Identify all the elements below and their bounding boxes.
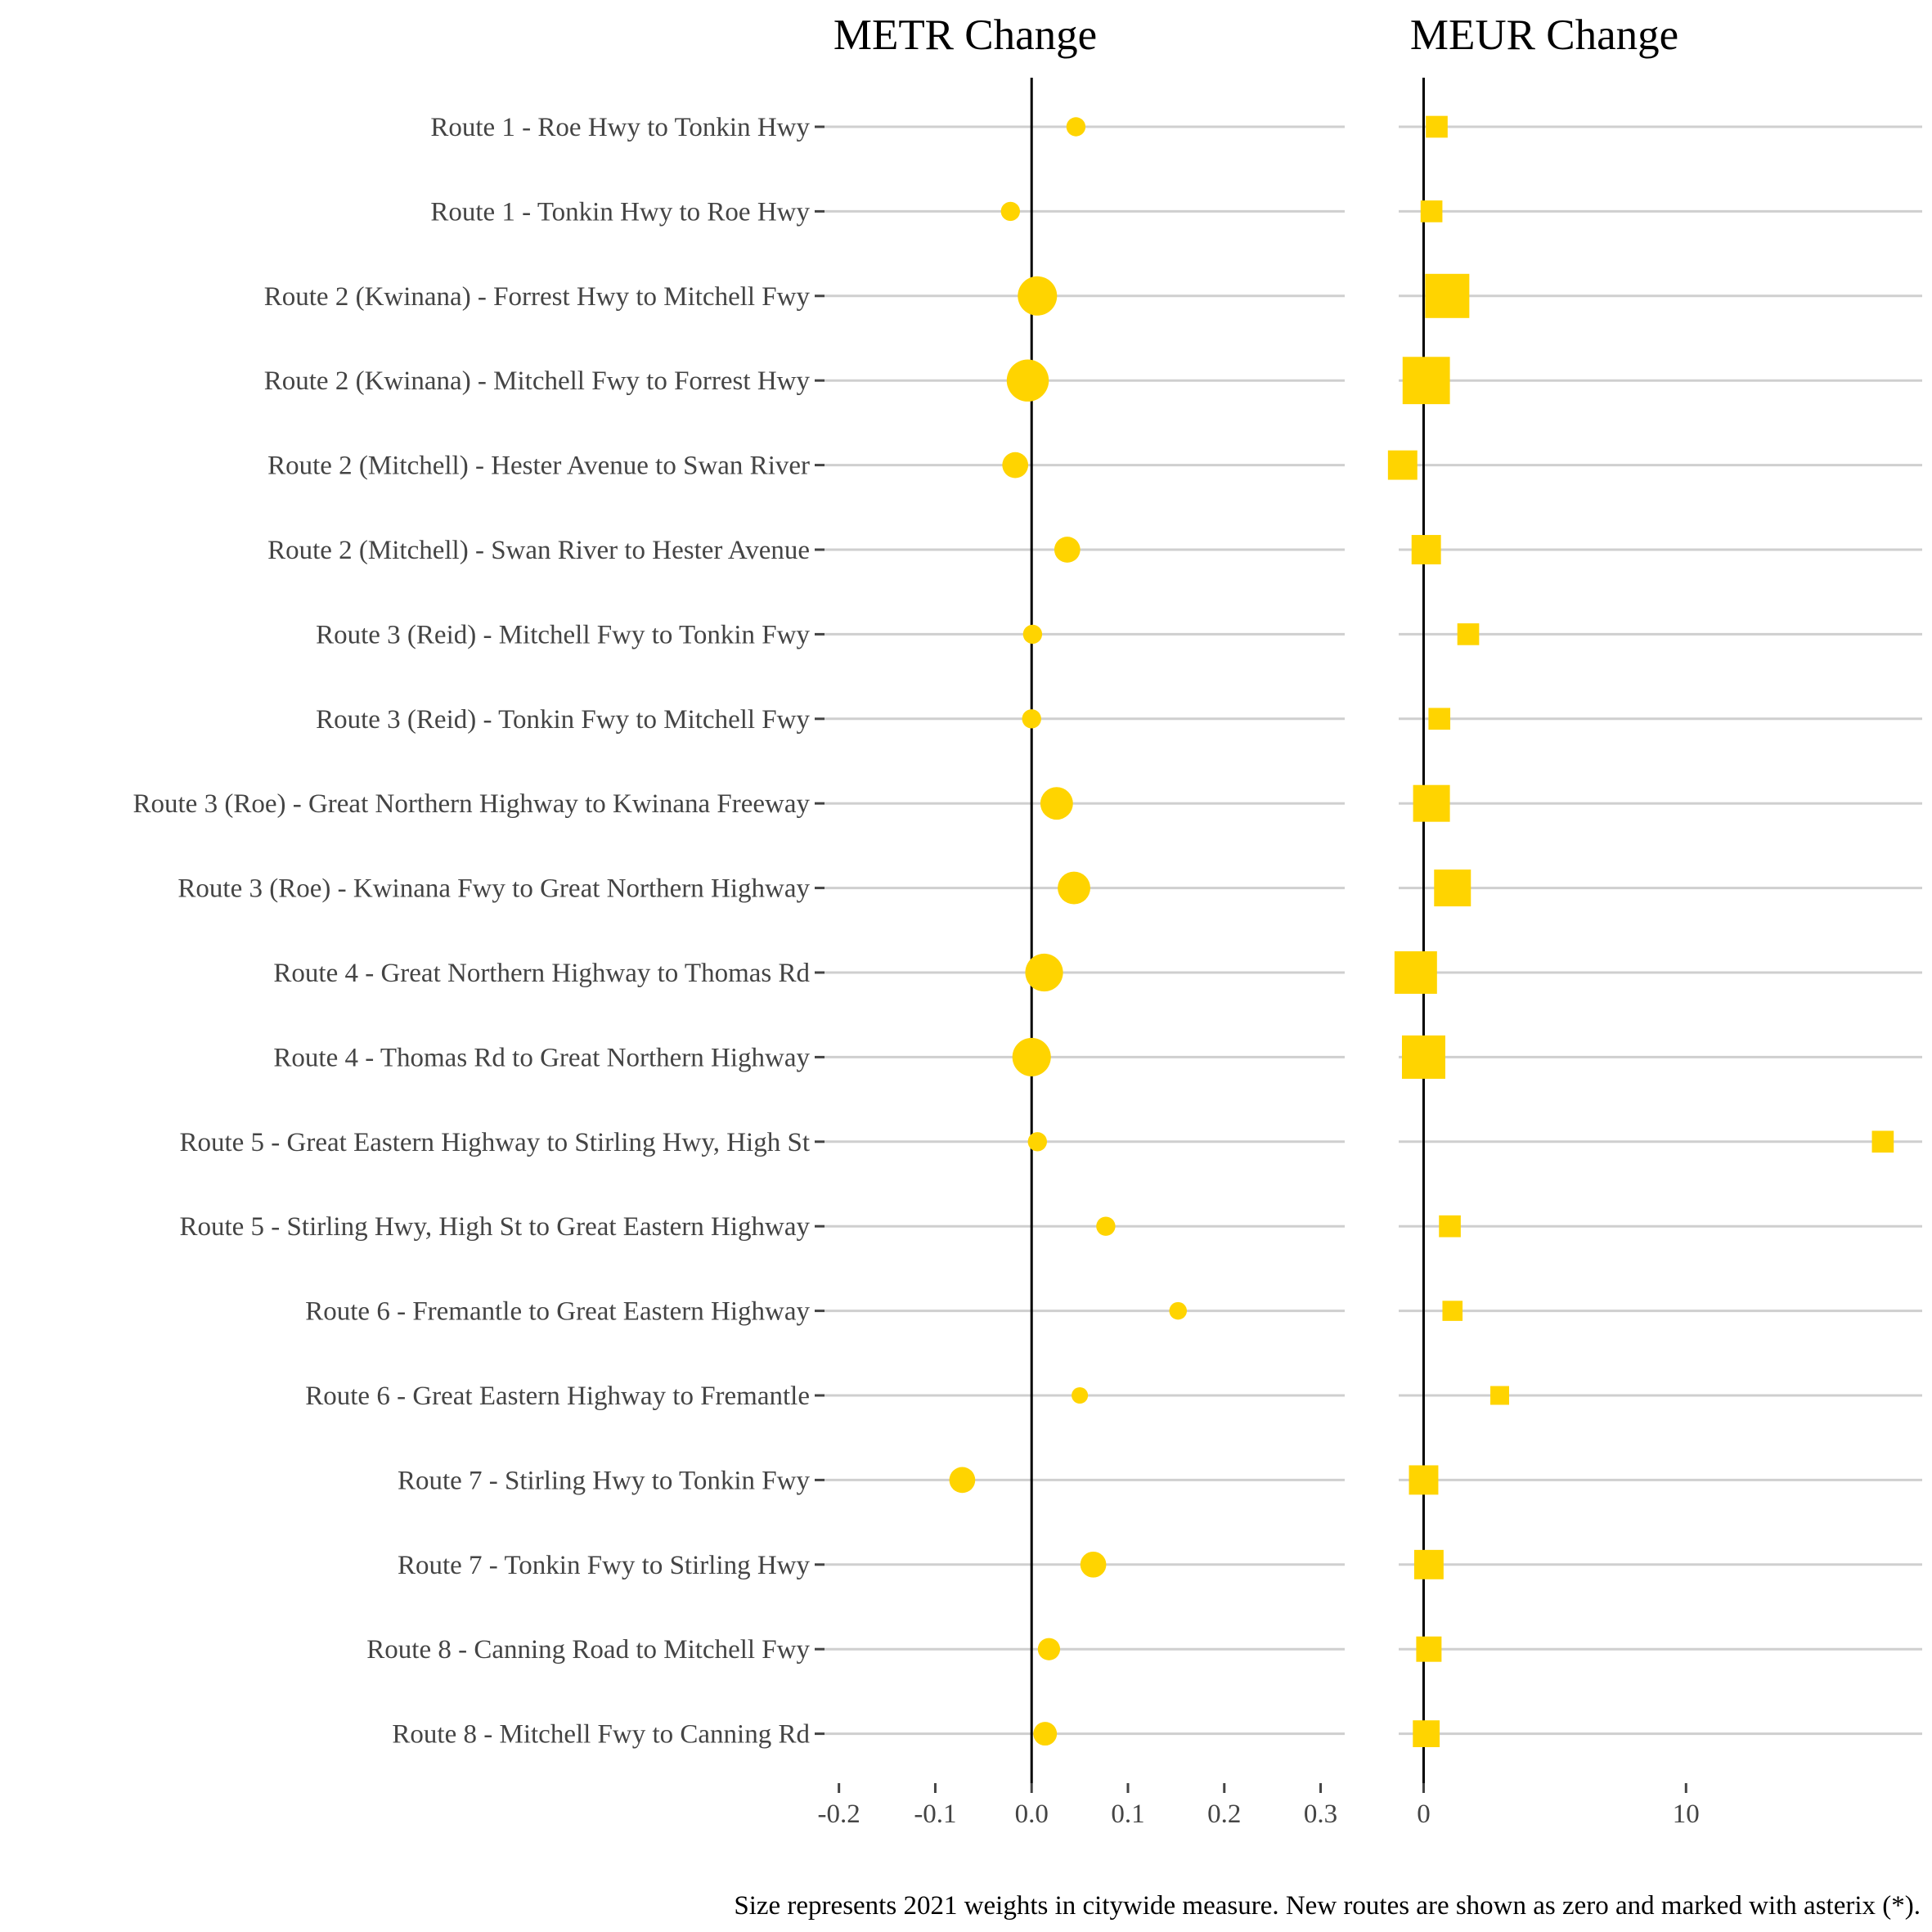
meur-x-tick-label: 0: [1417, 1799, 1431, 1829]
metr-point-route-3-reid-mitchell-fwy-to-tonkin-fwy: [1022, 624, 1043, 645]
meur-point-route-1-tonkin-hwy-to-roe-hwy: [1420, 200, 1443, 222]
meur-point-route-2-mitchell-swan-river-to-hester-avenue: [1411, 535, 1441, 564]
route-tick-marks: [815, 125, 824, 1736]
route-label: Route 7 - Tonkin Fwy to Stirling Hwy: [398, 1551, 811, 1580]
meur-point-route-3-roe-great-northern-highway-to-kwinana-freeway: [1413, 784, 1450, 822]
route-label: Route 4 - Great Northern Highway to Thom…: [273, 959, 810, 988]
metr-point-route-7-tonkin-fwy-to-stirling-hwy: [1080, 1551, 1107, 1578]
metr-point-route-3-reid-tonkin-fwy-to-mitchell-fwy: [1022, 709, 1041, 729]
metr-x-tick-label: -0.2: [818, 1799, 860, 1829]
route-label: Route 1 - Roe Hwy to Tonkin Hwy: [430, 113, 810, 142]
route-label: Route 3 (Reid) - Tonkin Fwy to Mitchell …: [316, 705, 810, 735]
metr-x-axis: -0.2 -0.1 0.0 0.1 0.2 0.3: [818, 1783, 1337, 1829]
metr-point-route-4-thomas-rd-to-great-northern-highway: [1012, 1037, 1051, 1076]
meur-x-tick-label: 10: [1673, 1799, 1700, 1829]
route-labels: Route 1 - Roe Hwy to Tonkin Hwy Route 1 -…: [133, 113, 811, 1750]
route-label: Route 1 - Tonkin Hwy to Roe Hwy: [430, 197, 810, 227]
metr-point-route-2-mitchell-hester-avenue-to-swan-river: [1002, 452, 1029, 479]
meur-point-route-8-canning-road-to-mitchell-fwy: [1416, 1636, 1442, 1662]
meur-point-route-2-kwinana-mitchell-fwy-to-forrest-hwy: [1402, 357, 1450, 405]
route-label: Route 3 (Reid) - Mitchell Fwy to Tonkin …: [316, 620, 810, 649]
meur-point-route-3-roe-kwinana-fwy-to-great-northern-highway: [1434, 869, 1471, 907]
route-label: Route 4 - Thomas Rd to Great Northern Hi…: [273, 1043, 810, 1072]
metr-point-route-5-stirling-hwy-high-st-to-great-eastern-highway: [1096, 1216, 1116, 1236]
metr-x-tick-label: 0.3: [1304, 1799, 1337, 1829]
metr-point-route-5-great-eastern-highway-to-stirling-hwy-high-st: [1027, 1132, 1047, 1152]
metr-panel: METR Change Route 1 - Roe Hwy to Tonkin …: [133, 11, 1345, 1829]
meur-gridlines: [1399, 125, 1922, 1736]
metr-point-route-3-roe-kwinana-fwy-to-great-northern-highway: [1058, 871, 1090, 905]
meur-point-route-7-stirling-hwy-to-tonkin-fwy: [1409, 1465, 1439, 1495]
meur-panel: MEUR Change 0 10: [1387, 11, 1922, 1829]
meur-x-axis: 0 10: [1417, 1783, 1700, 1829]
metr-gridlines: [824, 125, 1345, 1736]
metr-point-route-6-great-eastern-highway-to-fremantle: [1072, 1386, 1089, 1404]
meur-point-route-6-great-eastern-highway-to-fremantle: [1490, 1386, 1509, 1405]
route-label: Route 5 - Stirling Hwy, High St to Great…: [179, 1212, 810, 1242]
meur-point-route-4-thomas-rd-to-great-northern-highway: [1401, 1035, 1445, 1079]
route-label: Route 7 - Stirling Hwy to Tonkin Fwy: [398, 1466, 811, 1495]
meur-point-route-2-mitchell-hester-avenue-to-swan-river: [1387, 450, 1418, 480]
route-label: Route 8 - Canning Road to Mitchell Fwy: [366, 1635, 810, 1665]
meur-point-route-5-great-eastern-highway-to-stirling-hwy-high-st: [1871, 1130, 1894, 1153]
metr-point-route-4-great-northern-highway-to-thomas-rd: [1025, 953, 1063, 992]
meur-markers: [1387, 115, 1894, 1747]
metr-point-route-2-kwinana-forrest-hwy-to-mitchell-fwy: [1018, 276, 1058, 316]
meur-point-route-7-tonkin-fwy-to-stirling-hwy: [1413, 1549, 1444, 1579]
route-label: Route 2 (Kwinana) - Forrest Hwy to Mitch…: [264, 282, 811, 312]
metr-x-tick-label: -0.1: [914, 1799, 956, 1829]
meur-point-route-2-kwinana-forrest-hwy-to-mitchell-fwy: [1425, 273, 1470, 318]
meur-point-route-1-roe-hwy-to-tonkin-hwy: [1426, 115, 1448, 138]
metr-x-tick-label: 0.1: [1111, 1799, 1144, 1829]
route-label: Route 2 (Mitchell) - Swan River to Heste…: [267, 536, 810, 565]
route-label: Route 2 (Kwinana) - Mitchell Fwy to Forr…: [264, 366, 811, 396]
metr-x-tick-label: 0.2: [1207, 1799, 1241, 1829]
route-label: Route 8 - Mitchell Fwy to Canning Rd: [392, 1720, 810, 1750]
metr-markers: [949, 117, 1188, 1746]
meur-panel-title: MEUR Change: [1410, 11, 1678, 59]
route-label: Route 5 - Great Eastern Highway to Stirl…: [179, 1128, 810, 1157]
metr-point-route-1-roe-hwy-to-tonkin-hwy: [1066, 117, 1086, 137]
metr-point-route-7-stirling-hwy-to-tonkin-fwy: [949, 1467, 976, 1494]
metr-point-route-3-roe-great-northern-highway-to-kwinana-freeway: [1040, 787, 1073, 820]
meur-point-route-4-great-northern-highway-to-thomas-rd: [1394, 951, 1437, 994]
meur-point-route-5-stirling-hwy-high-st-to-great-eastern-highway: [1439, 1215, 1461, 1238]
route-label: Route 6 - Fremantle to Great Eastern Hig…: [305, 1297, 810, 1327]
meur-point-route-3-reid-tonkin-fwy-to-mitchell-fwy: [1428, 708, 1451, 730]
chart-caption: Size represents 2021 weights in citywide…: [734, 1891, 1921, 1921]
meur-point-route-8-mitchell-fwy-to-canning-rd: [1413, 1720, 1440, 1747]
meur-point-route-6-fremantle-to-great-eastern-highway: [1442, 1301, 1463, 1321]
metr-point-route-8-mitchell-fwy-to-canning-rd: [1033, 1722, 1058, 1746]
metr-point-route-1-tonkin-hwy-to-roe-hwy: [1000, 201, 1021, 222]
metr-point-route-6-fremantle-to-great-eastern-highway: [1169, 1301, 1188, 1320]
route-label: Route 6 - Great Eastern Highway to Frema…: [305, 1382, 810, 1411]
metr-point-route-2-mitchell-swan-river-to-hester-avenue: [1054, 537, 1081, 563]
metr-point-route-2-kwinana-mitchell-fwy-to-forrest-hwy: [1006, 359, 1049, 402]
metr-x-tick-label: 0.0: [1015, 1799, 1049, 1829]
route-label: Route 3 (Roe) - Great Northern Highway t…: [133, 789, 811, 819]
route-label: Route 2 (Mitchell) - Hester Avenue to Sw…: [267, 452, 810, 481]
meur-point-route-3-reid-mitchell-fwy-to-tonkin-fwy: [1457, 623, 1480, 645]
metr-panel-title: METR Change: [833, 11, 1097, 59]
metr-point-route-8-canning-road-to-mitchell-fwy: [1037, 1638, 1061, 1660]
route-label: Route 3 (Roe) - Kwinana Fwy to Great Nor…: [177, 874, 810, 904]
